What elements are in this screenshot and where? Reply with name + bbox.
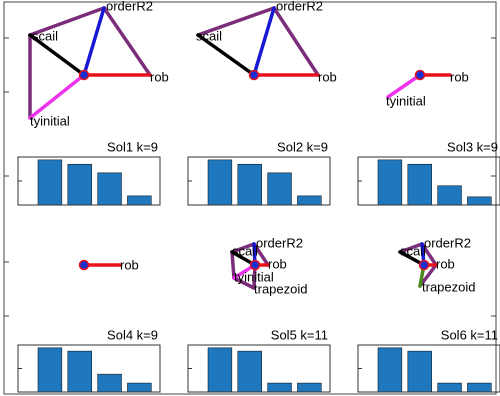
edge: [386, 73, 422, 99]
node-label: orderR2: [256, 235, 303, 250]
panel-title: Sol5 k=11: [271, 327, 328, 342]
edge: [230, 242, 256, 254]
node-label: orderR2: [424, 235, 471, 250]
bar: [37, 159, 63, 206]
bar: [127, 382, 152, 393]
node-label: rob: [268, 256, 287, 271]
node-label: tyinitial: [234, 269, 274, 284]
node-label: orderR2: [106, 0, 153, 13]
edge: [230, 250, 236, 280]
edge: [418, 263, 438, 288]
bar: [97, 373, 122, 393]
node-label: rob: [318, 69, 337, 84]
edge: [28, 73, 86, 120]
bar: [437, 382, 462, 393]
bar: [237, 350, 262, 393]
frame-ticks: [4, 37, 496, 317]
node-label: scail: [196, 28, 222, 43]
bar: [237, 163, 262, 206]
bar: [207, 347, 233, 393]
panel-title: Sol2 k=9: [277, 139, 328, 154]
bar: [267, 172, 292, 206]
bar: [407, 350, 432, 393]
panel-title: Sol4 k=9: [107, 327, 158, 342]
bar: [67, 163, 92, 206]
panel-title: Sol3 k=9: [447, 139, 498, 154]
bar: [467, 382, 492, 393]
edge: [196, 6, 276, 37]
edge: [420, 242, 438, 267]
bar: [127, 195, 152, 206]
panel-title: Sol1 k=9: [107, 139, 158, 154]
node-label: rob: [120, 257, 139, 272]
edge: [272, 6, 320, 77]
node-label: rob: [436, 256, 455, 271]
node-label: scail: [32, 28, 58, 43]
bar: [67, 350, 92, 393]
center-node: [414, 69, 426, 81]
node-label: trapezoid: [254, 281, 307, 296]
edge: [82, 6, 106, 77]
frame: [3, 1, 497, 395]
bar: [297, 382, 322, 393]
center-node: [248, 69, 260, 81]
bar: [377, 347, 403, 393]
edge: [196, 33, 256, 77]
node-label: rob: [450, 69, 469, 84]
bar: [267, 382, 292, 393]
node-label: scail: [232, 243, 258, 258]
bar: [207, 159, 233, 206]
center-node: [249, 259, 261, 271]
edge: [398, 242, 424, 254]
center-node: [418, 259, 430, 271]
center-node: [78, 69, 90, 81]
bar: [297, 195, 322, 206]
center-node: [78, 259, 90, 271]
edge: [28, 33, 86, 77]
panel-title: Sol6 k=11: [441, 327, 498, 342]
node-label: trapezoid: [422, 279, 475, 294]
node-label: scail: [400, 243, 426, 258]
bar: [467, 196, 492, 206]
bar: [37, 347, 63, 393]
node-label: rob: [150, 69, 169, 84]
node-label: orderR2: [276, 0, 323, 13]
node-label: tyinitial: [30, 113, 70, 128]
bar: [437, 185, 462, 206]
edge: [232, 276, 256, 290]
bar: [407, 163, 432, 206]
edge: [28, 6, 106, 37]
edge: [252, 242, 270, 267]
bar: [97, 172, 122, 206]
node-label: tyinitial: [386, 93, 426, 108]
bar: [377, 159, 403, 206]
edge: [102, 6, 152, 77]
edge: [252, 6, 276, 77]
